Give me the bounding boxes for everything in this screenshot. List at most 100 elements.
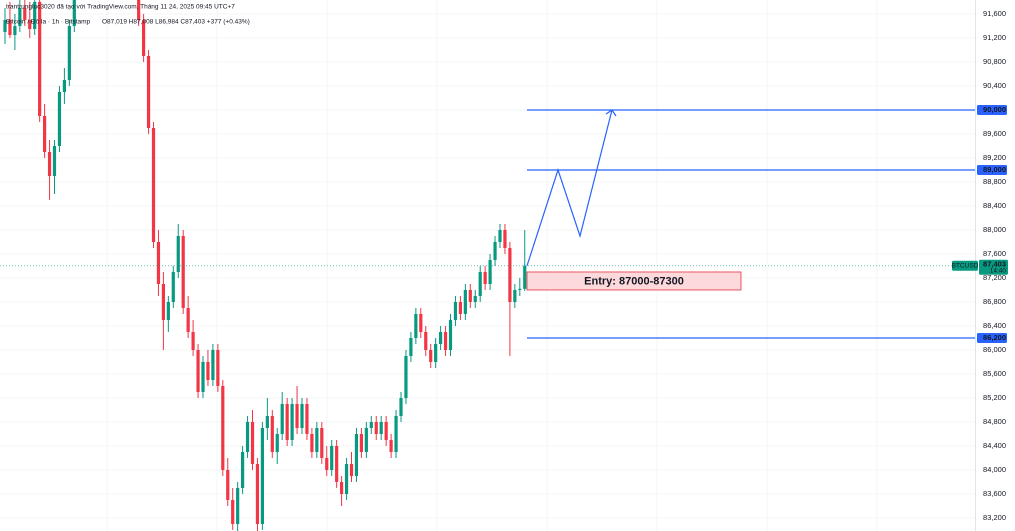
candle-body xyxy=(404,355,408,398)
candle-body xyxy=(503,229,507,248)
candle-body xyxy=(260,427,264,524)
y-tick-label: 86,400 xyxy=(983,321,1006,330)
candle-body xyxy=(181,235,185,308)
candle-body xyxy=(468,289,472,302)
price-axis: 83,200 83,600 84,000 84,400 84,800 85,200 85,6… xyxy=(952,9,1008,522)
candles xyxy=(3,0,527,531)
candle-body xyxy=(359,433,363,452)
candle-body xyxy=(156,241,161,284)
level-label-box xyxy=(977,104,1007,115)
entry-label: Entry: 87000-87300 xyxy=(584,275,684,287)
candle-body xyxy=(201,361,205,392)
y-tick-label: 88,800 xyxy=(983,177,1006,186)
y-tick-label: 86,800 xyxy=(983,297,1006,306)
candle-body xyxy=(43,115,47,152)
candle-body xyxy=(62,79,66,92)
y-tick-label: 89,200 xyxy=(983,153,1006,162)
candle-body xyxy=(473,295,477,302)
y-tick-label: 89,600 xyxy=(983,129,1006,138)
candle-body xyxy=(236,487,240,524)
candle-body xyxy=(379,421,383,434)
candle-body xyxy=(518,288,522,290)
watermark: trantrungluc3020 đã tạo với TradingView.… xyxy=(6,4,235,11)
price-box xyxy=(979,259,1008,275)
candle-body xyxy=(221,385,225,470)
y-tick-label: 90,400 xyxy=(983,81,1006,90)
candle-body xyxy=(508,247,512,302)
candle-body xyxy=(394,415,398,452)
candle-body xyxy=(72,0,76,26)
y-tick-label: 85,600 xyxy=(983,369,1006,378)
y-tick-label: 86,000 xyxy=(983,345,1006,354)
candle-body xyxy=(493,241,497,260)
symbol-box xyxy=(952,260,978,271)
candle-body xyxy=(340,481,344,494)
y-tick-label: 88,000 xyxy=(983,225,1006,234)
candle-body xyxy=(151,127,156,242)
level-label: 89,000 xyxy=(983,165,1006,174)
candle-body xyxy=(245,421,250,452)
countdown-label: 14:40 xyxy=(990,268,1007,275)
projection-arrowhead xyxy=(605,109,617,117)
candle-body xyxy=(399,397,403,416)
candle-body xyxy=(488,259,492,284)
candle-body xyxy=(344,463,349,494)
candle-body xyxy=(320,427,324,458)
candle-body xyxy=(453,301,458,320)
candle-body xyxy=(414,313,418,338)
candle-body xyxy=(513,289,517,302)
candle-body xyxy=(280,403,284,434)
candle-body xyxy=(176,235,180,272)
drawings: Entry: 87000-87300 xyxy=(0,109,975,339)
candle-body xyxy=(315,427,319,452)
candle-body xyxy=(478,271,482,296)
candle-body xyxy=(3,19,7,32)
candle-body xyxy=(38,1,42,116)
candle-body xyxy=(434,343,438,362)
candle-body xyxy=(305,403,309,434)
candle-body xyxy=(290,403,294,440)
candle-body xyxy=(300,403,304,428)
candle-body xyxy=(483,271,487,284)
candle-body xyxy=(57,91,62,146)
candle-body xyxy=(443,331,448,350)
candle-body xyxy=(389,439,393,452)
candle-body xyxy=(13,25,17,35)
candle-body xyxy=(424,331,428,350)
candle-body xyxy=(349,463,354,476)
candle-body xyxy=(67,25,71,80)
candle-body xyxy=(354,433,359,476)
candle-body xyxy=(265,415,269,428)
candle-body xyxy=(374,421,378,434)
level-label-box xyxy=(977,164,1007,175)
ohlc-line: O87,019 H87,008 L86,984 C87,403 +377 (+0… xyxy=(102,19,250,26)
candle-body xyxy=(206,361,210,380)
candle-body xyxy=(448,319,453,350)
symbol-label: BTCUSD xyxy=(952,263,979,270)
level-label-box xyxy=(977,332,1007,343)
candle-body xyxy=(161,283,165,320)
candle-body xyxy=(295,403,299,428)
y-tick-label: 91,600 xyxy=(983,9,1006,18)
price-label: 87,403 xyxy=(983,259,1006,268)
y-tick-label: 84,400 xyxy=(983,441,1006,450)
candle-body xyxy=(137,0,141,20)
candle-body xyxy=(28,19,32,29)
candle-body xyxy=(18,7,22,26)
y-tick-label: 83,600 xyxy=(983,489,1006,498)
y-tick-label: 84,000 xyxy=(983,465,1006,474)
candle-body xyxy=(226,469,230,500)
candle-body xyxy=(310,433,314,452)
candle-body xyxy=(231,499,235,524)
y-tick-label: 84,800 xyxy=(983,417,1006,426)
candle-body xyxy=(8,19,12,35)
candle-body xyxy=(241,451,245,488)
candle-body xyxy=(191,331,195,350)
candle-body xyxy=(166,301,170,320)
candle-body xyxy=(439,331,443,344)
candle-body xyxy=(142,19,146,56)
candle-body xyxy=(196,349,200,392)
symbol-line: Bitcoin / Đô la · 1h · Bitstamp xyxy=(6,19,91,26)
candle-body xyxy=(409,337,413,356)
